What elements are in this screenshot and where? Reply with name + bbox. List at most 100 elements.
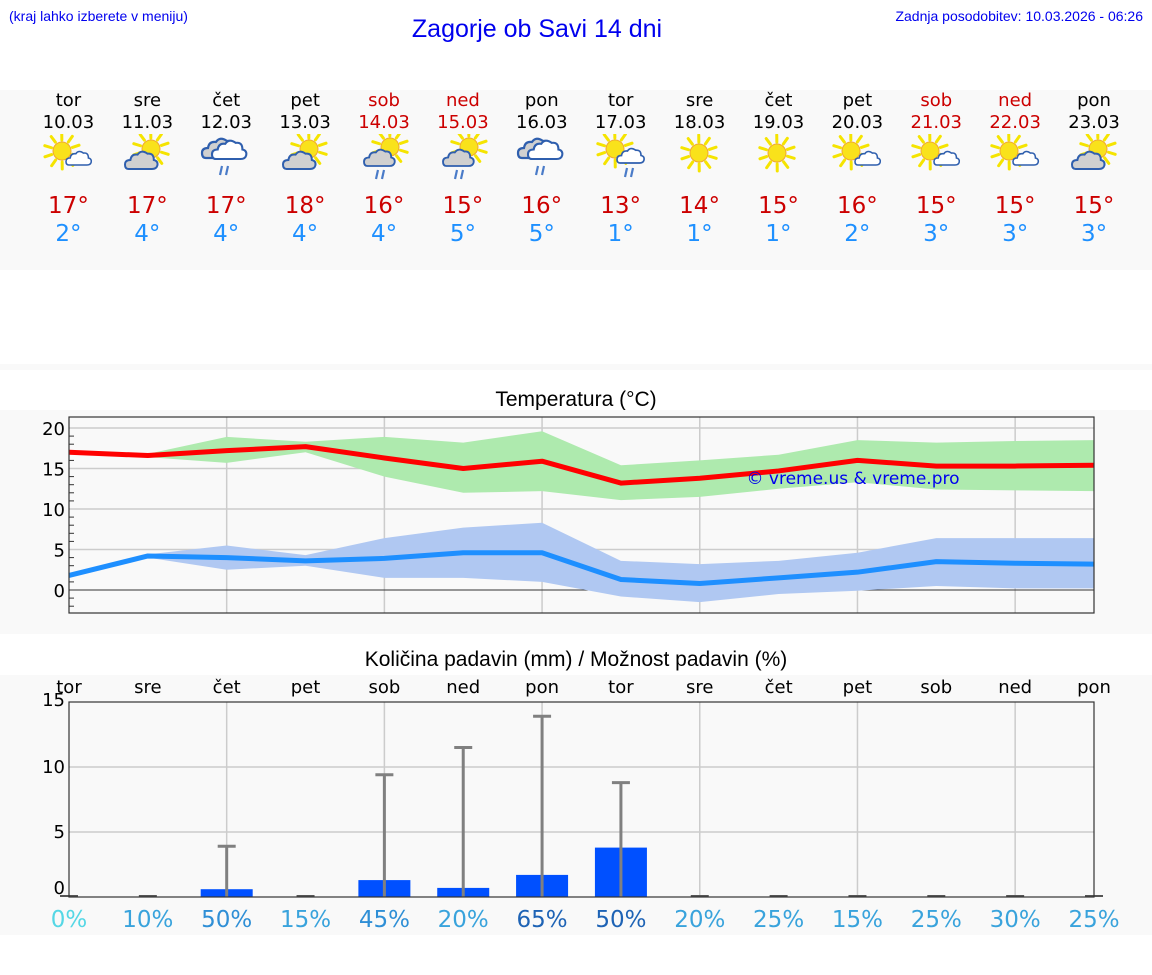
max-temp: 18°: [284, 193, 326, 219]
min-temp: 2°: [844, 221, 871, 247]
max-temp: 15°: [1073, 193, 1115, 219]
precip-day-label: sob: [368, 677, 400, 698]
forecast-day: pet 13.03 18° 4°: [266, 90, 345, 265]
last-update: Zadnja posodobitev: 10.03.2026 - 06:26: [895, 8, 1143, 24]
day-date: 20.03: [831, 112, 884, 133]
day-date: 16.03: [516, 112, 568, 133]
day-date: 10.03: [42, 112, 95, 133]
precip-day-label: pon: [1077, 677, 1111, 698]
precip-day-label: ned: [998, 677, 1032, 698]
max-temp: 15°: [758, 193, 799, 219]
precip-day-label: sob: [920, 677, 952, 698]
precip-day-label: sre: [134, 677, 161, 698]
max-temp: 17°: [126, 193, 168, 219]
max-temp: 15°: [442, 193, 484, 219]
forecast-day: sob 14.03 16° 4°: [345, 90, 424, 265]
partly-cloudy-rain-icon: [423, 134, 502, 192]
min-temp: 3°: [1002, 221, 1029, 247]
day-date: 13.03: [279, 112, 331, 133]
forecast-days: tor 10.03 17° 2° sre 11.03 17° 4° čet 12.03 17° 4° p…: [29, 90, 1134, 265]
precip-day-label: čet: [213, 677, 241, 698]
precip-day-label: pet: [291, 677, 321, 698]
min-temp: 4°: [370, 221, 398, 247]
day-name: sob: [920, 90, 953, 111]
cloudy-rain-icon: [502, 134, 581, 192]
min-temp: 2°: [55, 221, 82, 247]
day-date: 17.03: [594, 112, 647, 133]
precip-chance: 45%: [359, 907, 410, 933]
precip-chance: 50%: [595, 907, 646, 933]
partly-cloudy-icon: [108, 134, 187, 192]
precip-day-label: sre: [686, 677, 713, 698]
min-temp: 5°: [528, 221, 555, 247]
precip-chance: 25%: [1068, 907, 1119, 933]
svg-text:5: 5: [54, 822, 65, 843]
forecast-day: pon 23.03 15° 3°: [1055, 90, 1134, 265]
location-hint[interactable]: (kraj lahko izberete v meniju): [9, 8, 188, 24]
partly-cloudy-icon: [1055, 134, 1134, 192]
day-name: sob: [368, 90, 400, 111]
forecast-day: tor 10.03 17° 2°: [29, 90, 108, 265]
day-name: čet: [764, 90, 793, 111]
precip-day-label: pet: [843, 677, 873, 698]
day-date: 14.03: [358, 112, 410, 133]
precip-chance: 25%: [911, 907, 962, 933]
svg-text:5: 5: [54, 541, 65, 562]
day-date: 22.03: [989, 112, 1041, 133]
partly-cloudy-icon: [266, 134, 345, 192]
forecast-day: ned 22.03 15° 3°: [976, 90, 1055, 265]
precip-chance: 0%: [51, 907, 88, 933]
day-name: pet: [842, 90, 873, 111]
max-temp: 15°: [994, 193, 1036, 219]
precip-chance: 15%: [832, 907, 883, 933]
forecast-day: pet 20.03 16° 2°: [818, 90, 897, 265]
watermark: © vreme.us & vreme.pro: [746, 469, 959, 489]
min-temp: 4°: [213, 221, 240, 247]
forecast-day: ned 15.03 15° 5°: [423, 90, 502, 265]
forecast-day: sre 11.03 17° 4°: [108, 90, 187, 265]
sun-cloud-icon: [976, 134, 1055, 192]
forecast-day: tor 17.03 13° 1°: [581, 90, 660, 265]
max-temp: 16°: [521, 193, 563, 219]
day-date: 18.03: [673, 112, 726, 133]
day-name: pon: [1077, 90, 1111, 111]
precip-chance: 20%: [438, 907, 489, 933]
precip-chance: 25%: [753, 907, 804, 933]
cloudy-rain-icon: [187, 134, 266, 192]
max-temp: 17°: [48, 193, 89, 219]
max-temp: 15°: [915, 193, 957, 219]
day-date: 21.03: [910, 112, 962, 133]
day-date: 19.03: [752, 112, 805, 133]
day-date: 23.03: [1068, 112, 1120, 133]
separator: [0, 364, 1152, 370]
sun-cloud-icon: [897, 134, 976, 192]
forecast-band: [0, 90, 1152, 270]
min-temp: 3°: [1080, 221, 1108, 247]
day-name: čet: [212, 90, 241, 111]
page-title: Zagorje ob Savi 14 dni: [411, 15, 663, 43]
partly-cloudy-rain-icon: [345, 134, 424, 192]
sun-cloud-rain-icon: [581, 134, 660, 192]
precip-chance: 65%: [517, 907, 568, 933]
day-date: 15.03: [437, 112, 489, 133]
min-temp: 1°: [686, 221, 713, 247]
max-temp: 13°: [600, 193, 642, 219]
min-temp: 4°: [134, 221, 161, 247]
day-name: ned: [445, 90, 480, 111]
sun-icon: [660, 134, 739, 192]
sun-cloud-icon: [29, 134, 108, 192]
temperature-chart-title: Temperatura (°C): [495, 388, 657, 411]
svg-text:0: 0: [54, 878, 65, 899]
svg-text:15: 15: [42, 460, 65, 481]
max-temp: 16°: [363, 193, 405, 219]
svg-text:0: 0: [54, 581, 65, 602]
svg-text:15: 15: [42, 690, 65, 711]
min-temp: 3°: [923, 221, 950, 247]
temperature-chart: 0 5 10 15 20 © vreme.us & vreme.pro: [42, 416, 1095, 614]
day-date: 11.03: [121, 112, 174, 133]
forecast-day: sob 21.03 15° 3°: [897, 90, 976, 265]
min-temp: 1°: [765, 221, 792, 247]
day-name: tor: [55, 90, 82, 111]
precipitation-chart-title: Količina padavin (mm) / Možnost padavin …: [364, 648, 788, 671]
